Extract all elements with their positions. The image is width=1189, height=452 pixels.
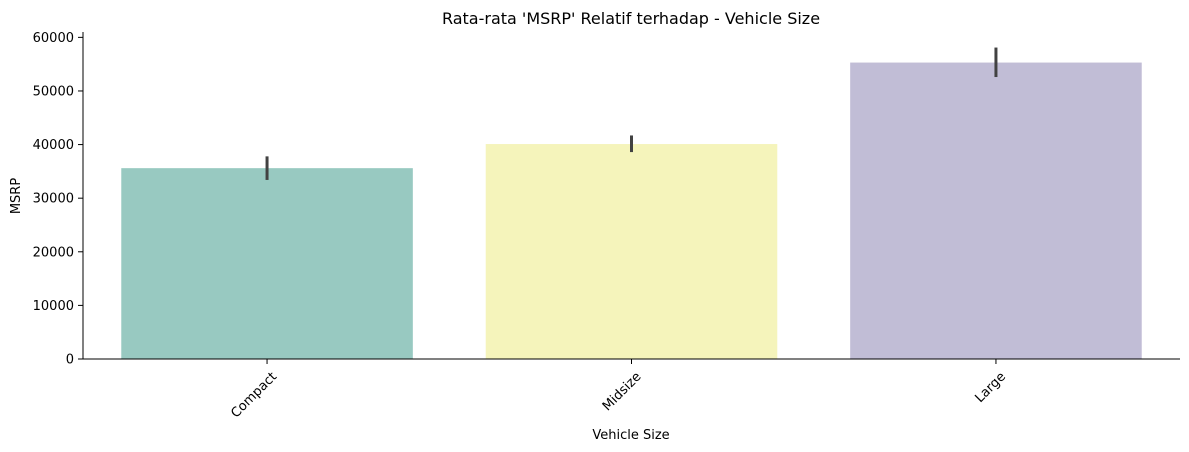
error-bars-layer — [265, 47, 998, 180]
y-tick-label: 60000 — [33, 31, 74, 46]
y-tick-label: 30000 — [33, 192, 74, 207]
y-axis: 0 10000 20000 30000 40000 50000 60000 — [33, 31, 84, 368]
chart-title: Rata-rata 'MSRP' Relatif terhadap - Vehi… — [442, 9, 820, 28]
x-tick-label-large: Large — [973, 369, 1009, 405]
y-axis-label: MSRP — [9, 178, 24, 215]
y-tick-label: 0 — [66, 353, 74, 368]
bar-large — [850, 62, 1142, 360]
x-tick-label-compact: Compact — [228, 369, 280, 421]
x-tick-label-midsize: Midsize — [600, 369, 645, 414]
bar-compact — [121, 168, 413, 359]
bars-layer — [121, 62, 1142, 360]
y-tick-label: 20000 — [33, 245, 74, 260]
y-tick-label: 50000 — [33, 84, 74, 99]
y-tick-label: 10000 — [33, 299, 74, 314]
y-tick-label: 40000 — [33, 138, 74, 153]
bar-midsize — [485, 144, 778, 359]
x-axis-label: Vehicle Size — [592, 428, 669, 443]
x-axis: Compact Midsize Large — [83, 358, 1180, 421]
